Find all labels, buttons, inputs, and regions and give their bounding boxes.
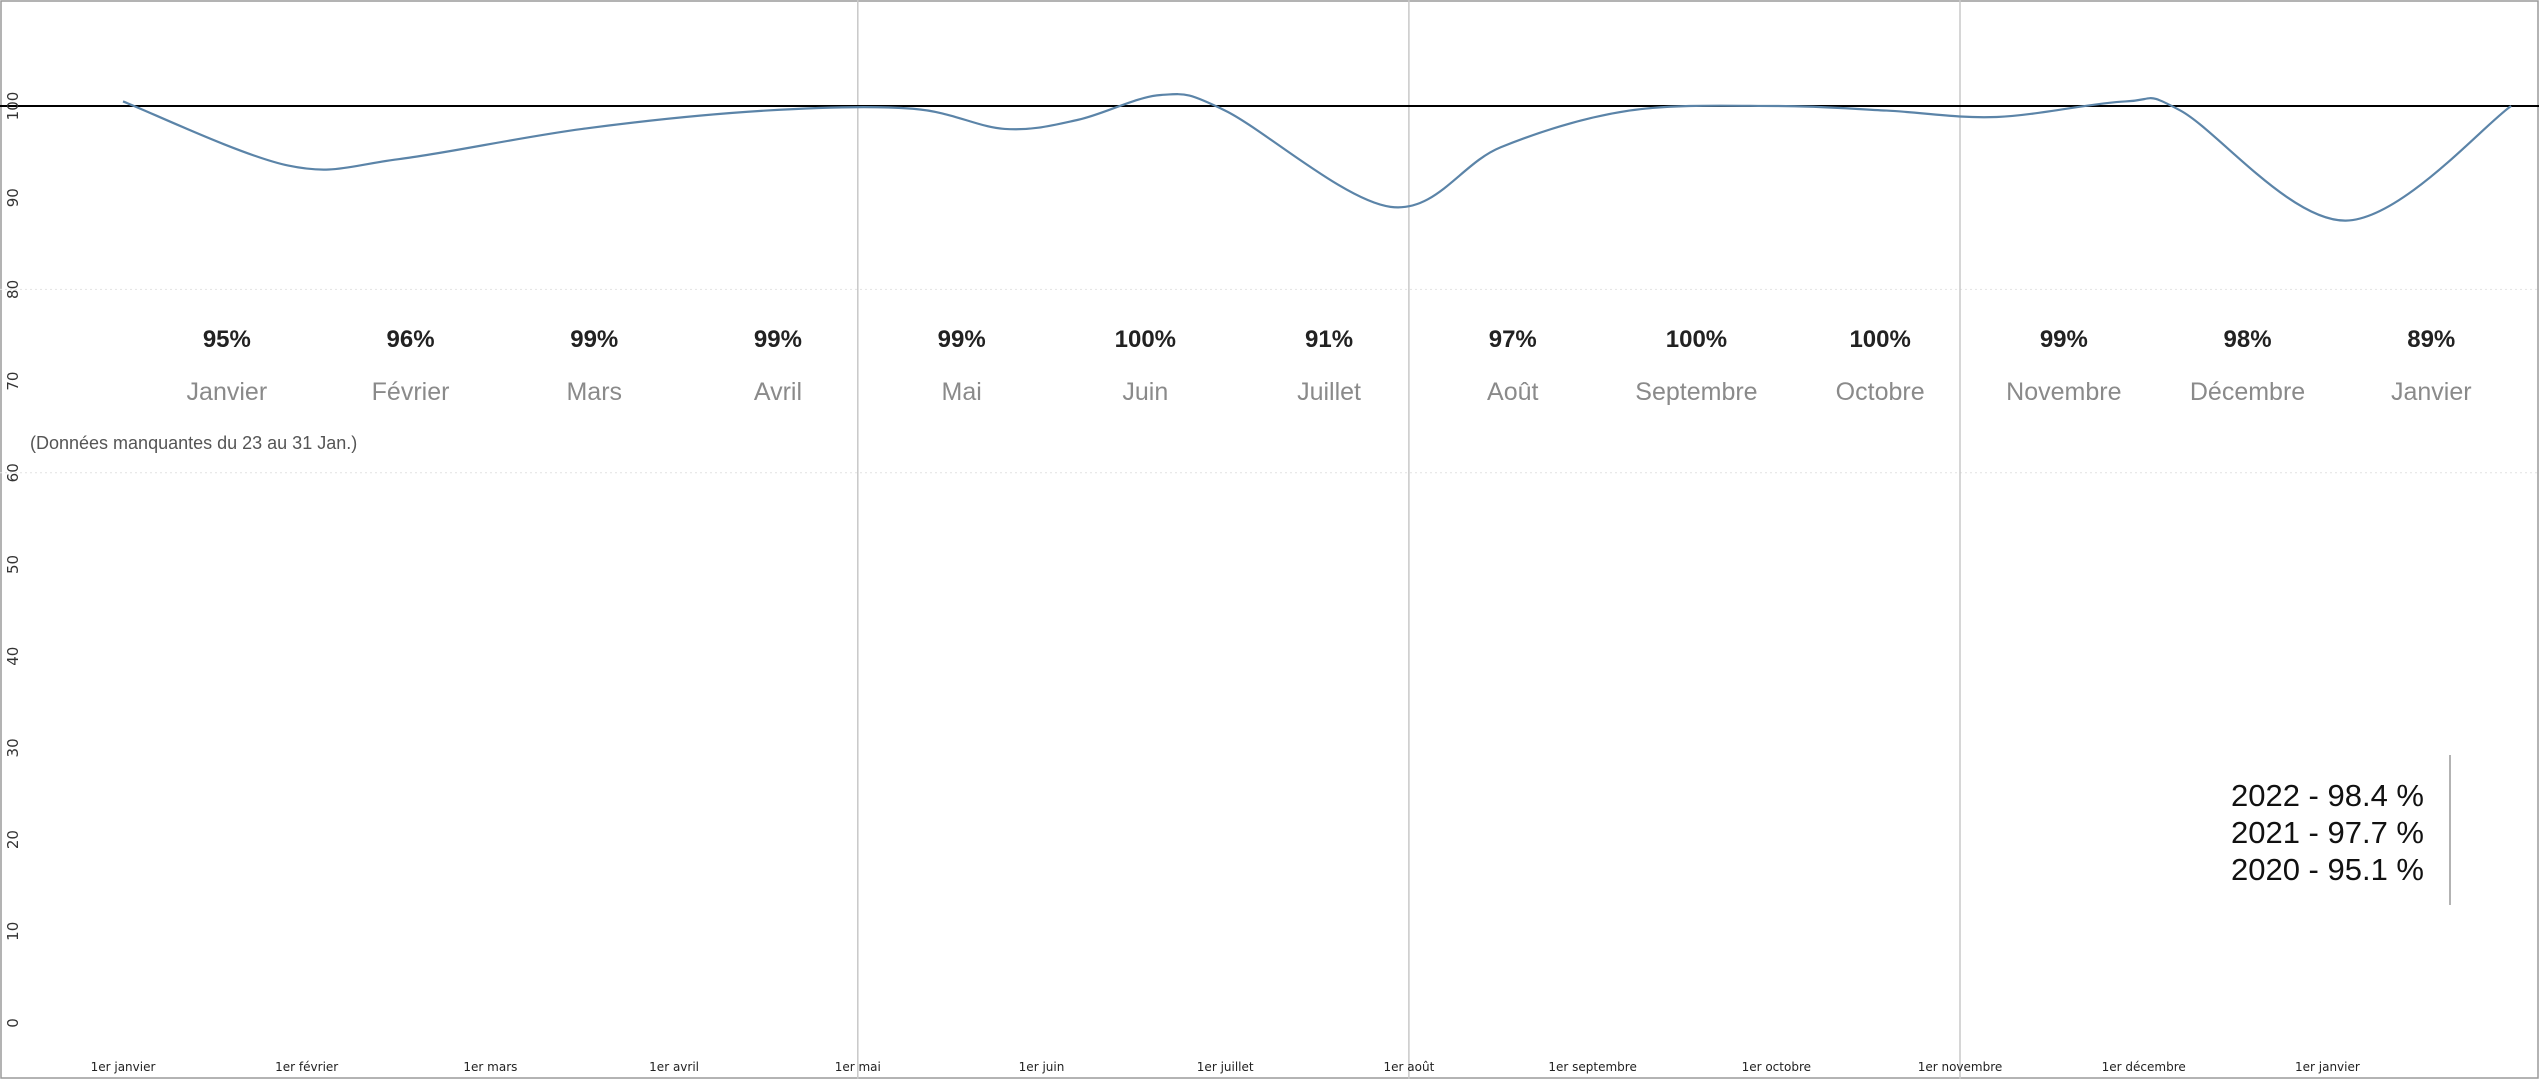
month-percent-label: 99%	[754, 326, 802, 353]
x-tick-label: 1er janvier	[91, 1060, 156, 1074]
x-tick-label: 1er août	[1384, 1060, 1435, 1074]
x-tick-label: 1er avril	[649, 1060, 699, 1074]
series-layer	[122, 93, 2512, 222]
month-percent-label: 96%	[387, 326, 435, 353]
month-percent-label: 89%	[2407, 326, 2455, 353]
x-tick-label: 1er décembre	[2102, 1060, 2186, 1074]
x-tick-label: 1er février	[275, 1060, 338, 1074]
month-percent-label: 97%	[1489, 326, 1537, 353]
series-line	[122, 93, 2512, 222]
month-percent-label: 100%	[1666, 326, 1727, 353]
x-tick-label: 1er octobre	[1742, 1060, 1811, 1074]
month-name-label: Avril	[754, 378, 802, 406]
y-tick-label: 0	[4, 1018, 22, 1028]
month-percent-label: 100%	[1115, 326, 1176, 353]
month-name-label: Décembre	[2190, 378, 2305, 406]
summary-2020: 2020 - 95.1 %	[2231, 852, 2424, 887]
x-tick-label: 1er mars	[463, 1060, 517, 1074]
month-percent-label: 100%	[1849, 326, 1910, 353]
month-percent-label: 99%	[938, 326, 986, 353]
x-tick-label: 1er novembre	[1918, 1060, 2003, 1074]
month-percent-label: 95%	[203, 326, 251, 353]
y-tick-label: 10	[4, 922, 22, 941]
month-name-label: Juin	[1122, 378, 1168, 406]
x-tick-labels: 1er janvier 1er février 1er mars 1er avril 1…	[91, 1060, 2360, 1074]
y-tick-label: 30	[4, 738, 22, 757]
month-name-label: Novembre	[2006, 378, 2121, 406]
month-percent-label: 99%	[2040, 326, 2088, 353]
month-percent-label: 91%	[1305, 326, 1353, 353]
summary-2022: 2022 - 98.4 %	[2231, 778, 2424, 813]
quarter-lines	[857, 0, 1961, 1079]
grid-layer	[0, 288, 2539, 474]
missing-data-note: (Données manquantes du 23 au 31 Jan.)	[30, 433, 357, 453]
x-tick-label: 1er juillet	[1197, 1060, 1254, 1074]
month-name-label: Janvier	[2391, 378, 2472, 406]
y-tick-label: 50	[4, 555, 22, 574]
y-tick-label: 100	[4, 92, 22, 121]
month-name-label: Octobre	[1836, 378, 1925, 406]
y-tick-labels: 0 10 20 30 40 50 60 70 80 90 100	[4, 92, 22, 1028]
y-tick-label: 80	[4, 280, 22, 299]
y-tick-label: 40	[4, 647, 22, 666]
month-percent-label: 99%	[570, 326, 618, 353]
x-tick-label: 1er mai	[835, 1060, 881, 1074]
y-tick-label: 70	[4, 372, 22, 391]
summary-2021: 2021 - 97.7 %	[2231, 815, 2424, 850]
y-tick-label: 60	[4, 463, 22, 482]
month-name-label: Septembre	[1635, 378, 1757, 406]
month-name-label: Février	[372, 378, 450, 406]
month-name-label: Mars	[566, 378, 622, 406]
month-name-label: Janvier	[187, 378, 268, 406]
month-name-label: Mai	[942, 378, 982, 406]
x-tick-label: 1er juin	[1019, 1060, 1065, 1074]
y-tick-label: 20	[4, 830, 22, 849]
month-percent-label: 98%	[2224, 326, 2272, 353]
y-tick-label: 90	[4, 188, 22, 207]
month-name-label: Août	[1487, 378, 1538, 406]
month-name-label: Juillet	[1297, 378, 1361, 406]
x-tick-label: 1er septembre	[1548, 1060, 1636, 1074]
monthly-labels: 95% Janvier 96% Février 99% Mars 99% Avril 99% Ma…	[187, 326, 2472, 406]
summary-box: 2022 - 98.4 % 2021 - 97.7 % 2020 - 95.1 …	[2231, 778, 2424, 887]
x-tick-label: 1er janvier	[2295, 1060, 2360, 1074]
